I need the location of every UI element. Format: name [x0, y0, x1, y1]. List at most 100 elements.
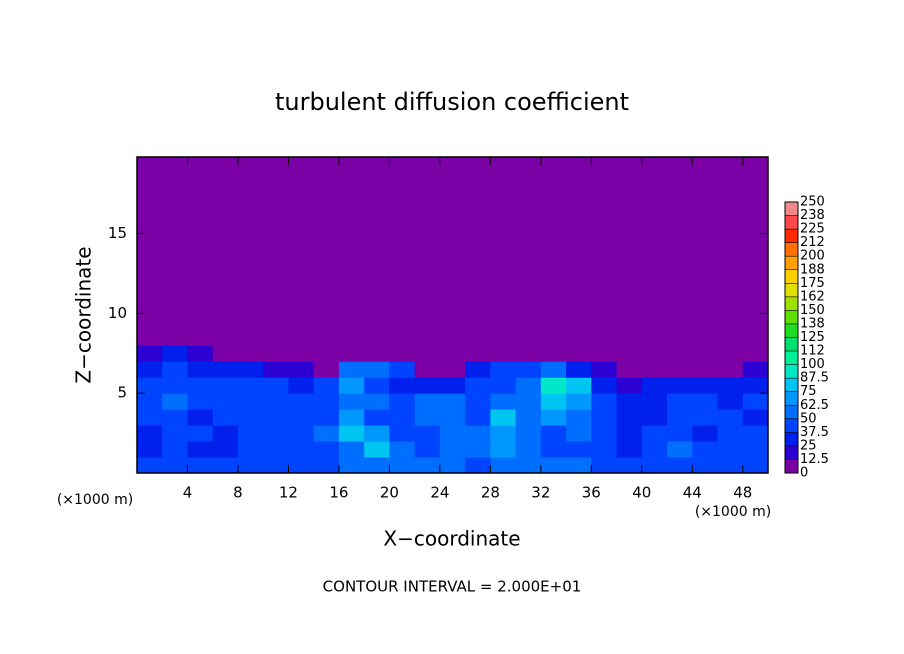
- colorbar-label: 138: [800, 316, 825, 331]
- cell: [616, 409, 643, 426]
- cell: [540, 393, 567, 410]
- cell: [465, 361, 491, 378]
- colorbar-swatch: [785, 351, 798, 365]
- cell: [692, 157, 719, 346]
- cell: [212, 409, 239, 426]
- colorbar-label: 25: [800, 438, 817, 453]
- cell: [263, 393, 289, 410]
- cell: [187, 361, 214, 378]
- cell: [414, 393, 441, 410]
- cell: [490, 361, 517, 378]
- cell: [591, 361, 618, 378]
- colorbar-label: 188: [800, 262, 825, 277]
- cell: [364, 441, 390, 458]
- cell: [540, 441, 567, 458]
- colorbar-label: 50: [800, 411, 817, 426]
- x-unit-label: (×1000 m): [57, 492, 133, 508]
- colorbar-label: 175: [800, 276, 825, 291]
- cell: [490, 377, 517, 394]
- cell: [187, 441, 214, 458]
- cell: [515, 361, 542, 378]
- cell: [566, 409, 592, 426]
- cell: [566, 425, 592, 442]
- cell: [566, 377, 592, 394]
- cell: [313, 425, 340, 442]
- cell: [641, 393, 668, 410]
- cell: [566, 441, 592, 458]
- cell: [439, 441, 466, 458]
- cell: [616, 425, 643, 442]
- cell: [237, 157, 264, 346]
- cell: [263, 457, 289, 474]
- cell: [515, 345, 542, 362]
- cell: [515, 393, 542, 410]
- colorbar-swatch: [785, 459, 798, 473]
- cell: [515, 409, 542, 426]
- cell: [389, 345, 416, 362]
- colorbar-swatch: [785, 337, 798, 352]
- cell: [667, 457, 693, 474]
- colorbar-swatch: [785, 229, 798, 243]
- cell: [641, 441, 668, 458]
- cell: [288, 457, 315, 474]
- cell: [641, 157, 668, 346]
- cell: [212, 345, 239, 362]
- cell: [389, 157, 416, 346]
- cell: [414, 157, 441, 346]
- cell: [540, 157, 567, 346]
- cell: [162, 409, 188, 426]
- cell: [742, 377, 769, 394]
- colorbar-label: 37.5: [800, 425, 829, 440]
- cell: [692, 409, 719, 426]
- cell: [465, 345, 491, 362]
- cell: [591, 393, 618, 410]
- colorbar-swatch: [785, 256, 798, 270]
- colorbar-label: 212: [800, 235, 825, 250]
- cell: [717, 157, 744, 346]
- colorbar-swatch: [785, 378, 798, 392]
- cell: [439, 393, 466, 410]
- cell: [591, 441, 618, 458]
- y-axis-label: Z−coordinate: [72, 246, 96, 383]
- cell: [364, 425, 390, 442]
- cell: [137, 361, 163, 378]
- cell: [692, 345, 719, 362]
- cell: [237, 393, 264, 410]
- cell: [667, 157, 693, 346]
- cell: [490, 409, 517, 426]
- colorbar-label: 150: [800, 303, 825, 318]
- cell: [641, 409, 668, 426]
- colorbar-swatch: [785, 310, 798, 324]
- cell: [212, 425, 239, 442]
- cell: [439, 377, 466, 394]
- cell: [465, 441, 491, 458]
- cell: [162, 345, 188, 362]
- cell: [187, 393, 214, 410]
- cell: [414, 457, 441, 474]
- cell: [490, 441, 517, 458]
- cell: [616, 377, 643, 394]
- cell: [237, 409, 264, 426]
- cell: [439, 425, 466, 442]
- cell: [288, 425, 315, 442]
- x-tick-label: 32: [531, 484, 550, 502]
- cell: [616, 345, 643, 362]
- cell: [667, 345, 693, 362]
- cell: [237, 441, 264, 458]
- cell: [439, 457, 466, 474]
- cell: [288, 361, 315, 378]
- cell: [515, 157, 542, 346]
- x-tick-label: 40: [632, 484, 651, 502]
- cell: [414, 361, 441, 378]
- cell: [591, 157, 618, 346]
- cell: [364, 457, 390, 474]
- cell: [641, 345, 668, 362]
- cell: [414, 441, 441, 458]
- cell: [490, 393, 517, 410]
- colorbar-swatch: [785, 418, 798, 433]
- cell: [667, 361, 693, 378]
- cell: [338, 425, 365, 442]
- cell: [414, 377, 441, 394]
- cell: [187, 377, 214, 394]
- cell: [364, 345, 390, 362]
